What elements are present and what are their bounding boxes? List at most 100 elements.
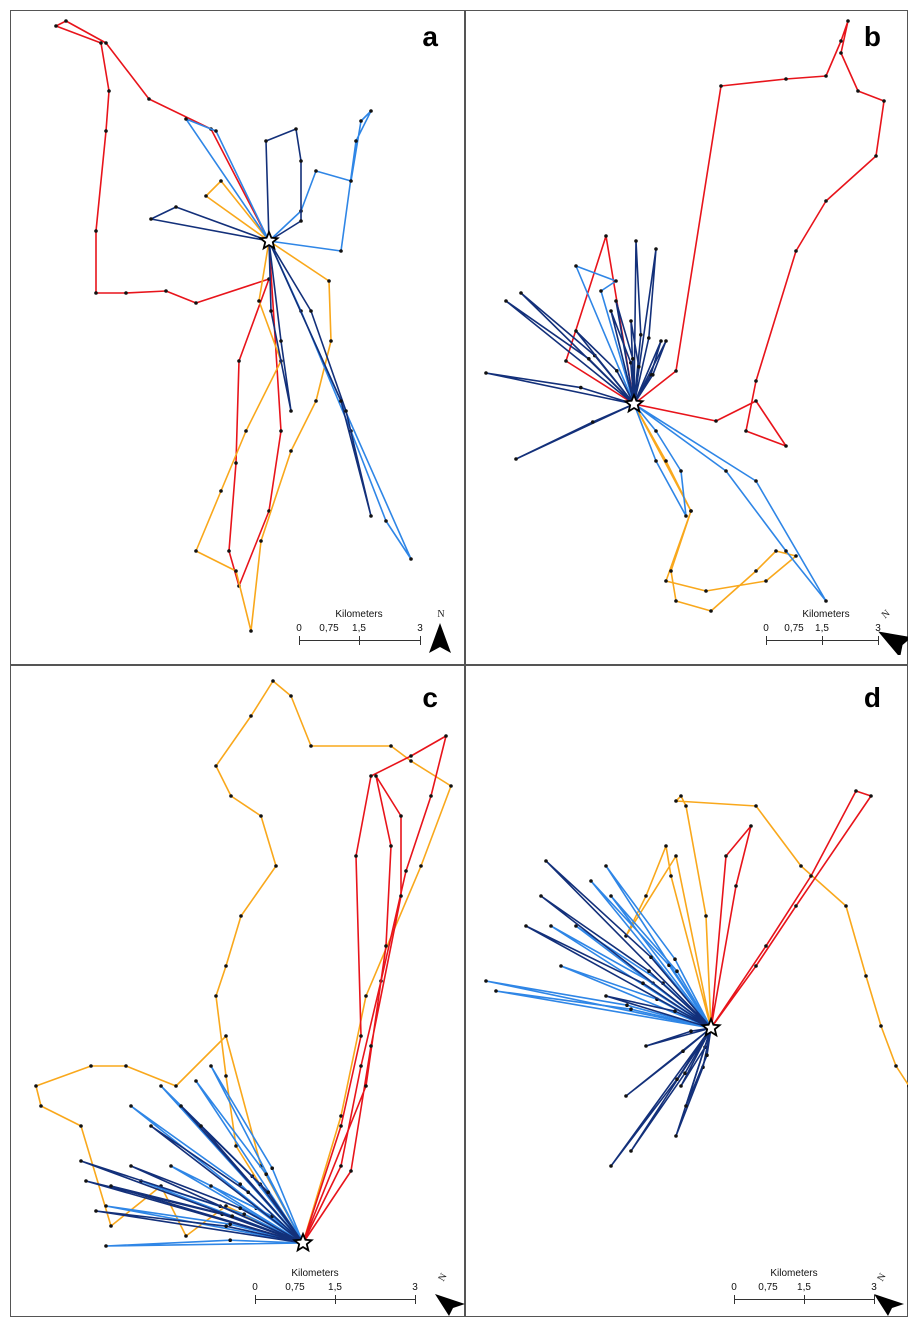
gps-fix-point [784, 444, 788, 448]
gps-fix-point [674, 369, 678, 373]
gps-fix-point [839, 51, 843, 55]
gps-fix-point [289, 694, 293, 698]
gps-fix-point [629, 1007, 633, 1011]
gps-fix-point [724, 469, 728, 473]
gps-fix-point [684, 804, 688, 808]
gps-fix-point [339, 1164, 343, 1168]
gps-fix-point [179, 1104, 183, 1108]
gps-fix-point [404, 869, 408, 873]
gps-fix-point [124, 1064, 128, 1068]
light-blue-track [105, 1239, 304, 1247]
gps-fix-point [634, 239, 638, 243]
gps-fix-point [339, 1124, 343, 1128]
gps-fix-point [669, 569, 673, 573]
gps-fix-point [246, 1190, 250, 1194]
scalebar-tick: 0,75 [758, 1282, 778, 1293]
scalebar-title: Kilometers [802, 609, 850, 620]
scalebar-tick: 0 [731, 1282, 737, 1293]
red-track [55, 20, 282, 587]
gps-fix-point [539, 894, 543, 898]
gps-fix-point [574, 264, 578, 268]
orange-track [633, 403, 797, 612]
dark-blue-track [605, 995, 712, 1029]
gps-fix-point [631, 357, 635, 361]
gps-fix-point [674, 599, 678, 603]
gps-fix-point [589, 879, 593, 883]
gps-fix-point [637, 365, 641, 369]
gps-fix-point [164, 289, 168, 293]
red-track [302, 735, 447, 1244]
dark-blue-track [525, 925, 712, 1029]
north-letter: N [437, 609, 445, 620]
gps-fix-point [704, 914, 708, 918]
gps-fix-point [664, 339, 668, 343]
gps-fix-point [674, 799, 678, 803]
scalebar-b: Kilometers 0 0,75 1,5 3 [763, 609, 891, 651]
scalebar-tick: 1,5 [352, 623, 366, 634]
gps-fix-point [234, 1144, 238, 1148]
light-blue-track [610, 895, 712, 1029]
gps-fix-point [609, 1164, 613, 1168]
gps-fix-point [194, 301, 198, 305]
gps-fix-point [234, 569, 238, 573]
light-blue-track [495, 990, 712, 1029]
dark-blue-track [633, 248, 657, 405]
gps-fix-point [309, 309, 313, 313]
gps-fix-point [399, 814, 403, 818]
gps-fix-point [824, 599, 828, 603]
gps-fix-point [270, 1166, 275, 1170]
gps-fix-point [714, 419, 718, 423]
gps-fix-point [389, 744, 393, 748]
track-map-a [54, 19, 413, 633]
gps-fix-point [339, 399, 343, 403]
gps-fix-point [674, 854, 678, 858]
gps-fix-point [675, 969, 679, 973]
gps-fix-point [274, 864, 278, 868]
gps-fix-point [364, 994, 368, 998]
map-panel-b: b Kilometers 0 0,75 1,5 3 N [465, 10, 908, 665]
scalebar-tick: 0,75 [285, 1282, 305, 1293]
gps-fix-point [649, 955, 653, 959]
gps-fix-point [647, 336, 651, 340]
scalebar-title: Kilometers [335, 609, 383, 620]
gps-fix-point [184, 1234, 188, 1238]
gps-fix-point [339, 1114, 343, 1118]
gps-fix-point [249, 714, 253, 718]
dark-blue-track [685, 1027, 712, 1107]
gps-fix-point [239, 914, 243, 918]
gps-fix-point [230, 1214, 234, 1218]
gps-fix-point [689, 1029, 693, 1033]
gps-fix-point [654, 459, 658, 463]
gps-fix-point [824, 199, 828, 203]
gps-fix-point [564, 359, 568, 363]
gps-fix-point [839, 39, 843, 43]
gps-fix-point [684, 514, 688, 518]
gps-fix-point [574, 329, 578, 333]
gps-fix-point [384, 944, 388, 948]
light-blue-track [105, 1205, 304, 1244]
gps-fix-point [664, 579, 668, 583]
gps-fix-point [579, 385, 583, 390]
dark-blue-track [515, 403, 635, 460]
map-panel-a: a Kilometers 0 0,75 1,5 3 N [10, 10, 465, 665]
gps-fix-point [673, 957, 677, 961]
gps-fix-point [279, 429, 283, 433]
gps-fix-point [271, 679, 275, 683]
gps-fix-point [354, 854, 358, 858]
gps-fix-point [824, 74, 828, 78]
gps-fix-point [369, 514, 373, 518]
scalebar-tick: 1,5 [815, 623, 829, 634]
gps-fix-point [625, 1003, 629, 1007]
dark-blue-track [200, 1125, 304, 1244]
north-arrow-icon: N [870, 1272, 904, 1316]
gps-fix-point [429, 794, 433, 798]
gps-fix-point [299, 159, 303, 163]
orange-track [35, 1035, 304, 1244]
gps-fix-point [689, 509, 693, 513]
dark-blue-track [625, 1027, 712, 1097]
gps-fix-point [299, 219, 303, 223]
gps-fix-point [147, 97, 151, 101]
gps-fix-point [369, 109, 373, 113]
gps-fix-point [794, 554, 798, 558]
gps-fix-point [651, 373, 655, 377]
